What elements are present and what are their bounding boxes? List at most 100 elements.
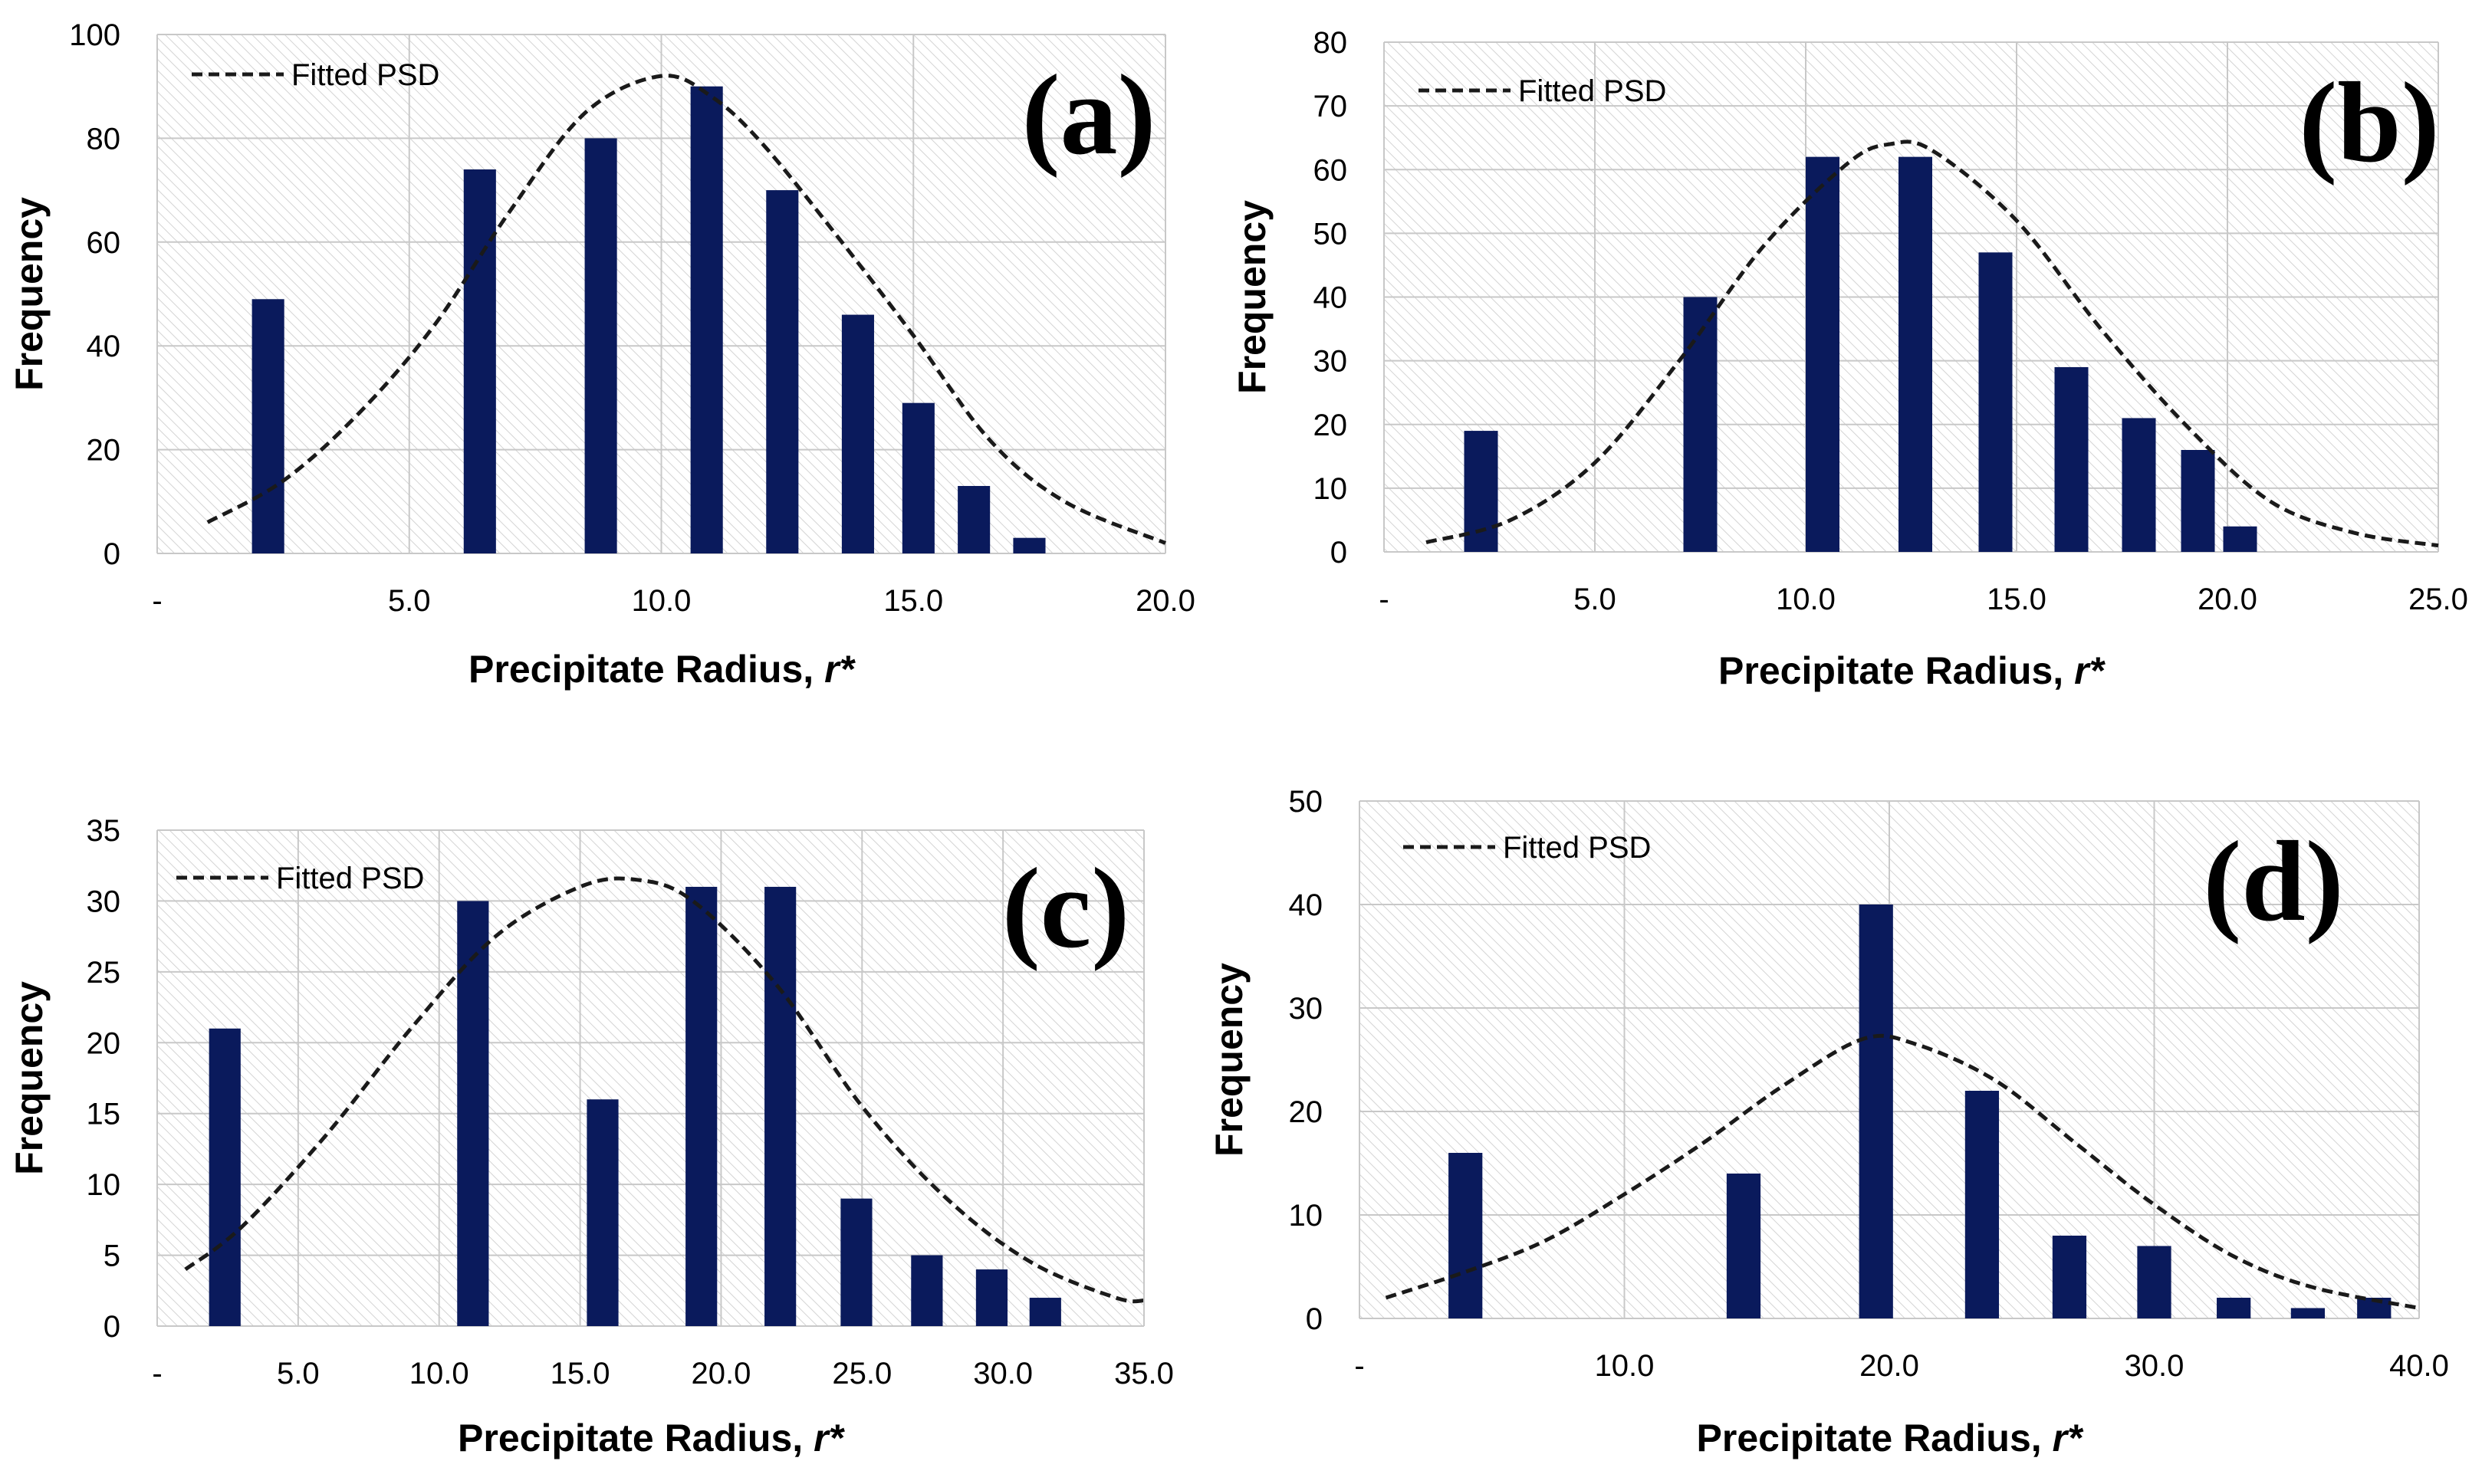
- x-axis-title: Precipitate Radius, r*: [468, 648, 856, 691]
- bar: [2054, 366, 2089, 552]
- bar: [2223, 526, 2257, 552]
- x-tick-label: 15.0: [1987, 583, 2046, 616]
- bar: [690, 86, 723, 553]
- y-tick-label: 100: [69, 18, 120, 52]
- fitted-psd-line: [1425, 140, 2439, 548]
- bar: [457, 901, 489, 1326]
- bar: [975, 1269, 1008, 1326]
- x-tick-label: 10.0: [1776, 583, 1836, 616]
- y-tick-label: 70: [1313, 90, 1348, 123]
- x-tick-label: 35.0: [1114, 1357, 1174, 1390]
- panel-label: (c): [1002, 845, 1129, 972]
- panel-b: 0 10 20 30 40 50 60 70 80 - 5.0 10.0 15.0 20.0 25.0 Pre…: [1231, 26, 2468, 692]
- legend-label: Fitted PSD: [291, 58, 439, 92]
- x-tick-label: -: [1354, 1349, 1364, 1383]
- y-tick-label: 40: [1289, 888, 1323, 922]
- bar: [766, 190, 799, 553]
- bar: [2052, 1236, 2087, 1318]
- y-tick-label: 10: [1313, 472, 1348, 506]
- plot-area: [157, 830, 1144, 1326]
- y-tick-label: 0: [104, 537, 120, 571]
- legend-label: Fitted PSD: [1518, 74, 1666, 108]
- y-tick-label: 0: [1306, 1302, 1323, 1336]
- panel-label: (a): [1022, 51, 1156, 179]
- x-axis-title: Precipitate Radius, r*: [1697, 1417, 2085, 1459]
- bar: [911, 1255, 943, 1326]
- y-tick-label: 40: [87, 330, 121, 363]
- x-tick-label: 20.0: [1136, 584, 1195, 618]
- x-tick-label: 30.0: [973, 1357, 1033, 1390]
- x-tick-label: 10.0: [632, 584, 692, 618]
- fitted-psd-line: [184, 876, 1145, 1304]
- bar: [209, 1028, 241, 1326]
- x-tick-label: 30.0: [2125, 1349, 2184, 1383]
- x-tick-label: 10.0: [1595, 1349, 1655, 1383]
- y-tick-label: 80: [1313, 26, 1348, 60]
- x-axis-title: Precipitate Radius, r*: [1718, 649, 2106, 692]
- x-tick-label: 5.0: [388, 584, 431, 618]
- x-tick-label: 40.0: [2389, 1349, 2449, 1383]
- bar: [1726, 1174, 1761, 1318]
- y-tick-label: 35: [87, 814, 121, 848]
- x-tick-label: 20.0: [1859, 1349, 1919, 1383]
- x-tick-label: 5.0: [1573, 583, 1616, 616]
- x-tick-label: 10.0: [409, 1357, 469, 1390]
- y-tick-label: 10: [1289, 1199, 1323, 1233]
- bar: [1013, 537, 1046, 553]
- x-tick-label: 5.0: [277, 1357, 320, 1390]
- panel-a: 0 20 40 60 80 100 - 5.0 10.0 15.0 20.0 Precipitate …: [8, 18, 1195, 691]
- y-tick-label: 20: [1289, 1095, 1323, 1129]
- y-tick-label: 60: [87, 226, 121, 260]
- panel-d: 0 10 20 30 40 50 - 10.0 20.0 30.0 40.0 Precipitate …: [1208, 785, 2449, 1459]
- y-tick-label: 80: [87, 122, 121, 156]
- bar: [958, 485, 991, 553]
- y-axis-title: Frequency: [8, 197, 51, 391]
- legend-label: Fitted PSD: [1503, 831, 1651, 865]
- y-axis-title: Frequency: [1231, 200, 1274, 394]
- y-tick-label: 40: [1313, 281, 1348, 315]
- bar: [1683, 297, 1718, 552]
- bar: [2217, 1298, 2251, 1318]
- y-tick-label: 30: [1289, 992, 1323, 1026]
- y-tick-label: 30: [1313, 345, 1348, 379]
- bar: [764, 886, 797, 1326]
- y-tick-label: 50: [1289, 785, 1323, 819]
- y-tick-label: 20: [87, 434, 121, 468]
- bar: [902, 402, 935, 553]
- x-tick-label: 20.0: [2198, 583, 2257, 616]
- bar: [584, 138, 617, 553]
- x-tick-label: 25.0: [2408, 583, 2468, 616]
- x-axis-title: Precipitate Radius, r*: [458, 1417, 846, 1459]
- y-tick-label: 50: [1313, 217, 1348, 251]
- x-tick-label: 15.0: [883, 584, 943, 618]
- bar: [2290, 1308, 2326, 1318]
- y-tick-label: 60: [1313, 153, 1348, 187]
- x-tick-label: 15.0: [551, 1357, 610, 1390]
- bar: [841, 314, 874, 553]
- bar: [463, 169, 496, 553]
- y-tick-label: 0: [104, 1310, 120, 1344]
- y-tick-label: 15: [87, 1098, 121, 1131]
- y-tick-label: 20: [87, 1026, 121, 1060]
- bar: [2137, 1246, 2171, 1318]
- x-tick-label: -: [152, 1357, 162, 1390]
- legend-label: Fitted PSD: [276, 862, 424, 895]
- bar: [1898, 156, 1932, 552]
- x-tick-label: -: [152, 584, 162, 618]
- bar: [1448, 1153, 1483, 1318]
- panel-c: 0 5 10 15 20 25 30 35 - 5.0 10.0 15.0 20.0 25.0 30.0 35…: [8, 814, 1174, 1459]
- bar: [2122, 418, 2156, 552]
- bar: [1964, 1091, 2000, 1318]
- y-tick-label: 25: [87, 956, 121, 990]
- y-tick-label: 30: [87, 885, 121, 918]
- bar: [1029, 1298, 1061, 1326]
- x-tick-label: 25.0: [832, 1357, 892, 1390]
- x-tick-label: -: [1379, 583, 1389, 616]
- y-tick-label: 10: [87, 1168, 121, 1202]
- fitted-psd-line: [1385, 1033, 2420, 1310]
- bar: [685, 886, 718, 1326]
- y-tick-label: 5: [104, 1239, 120, 1273]
- fitted-psd-line: [206, 74, 1166, 545]
- bar: [1978, 252, 2013, 552]
